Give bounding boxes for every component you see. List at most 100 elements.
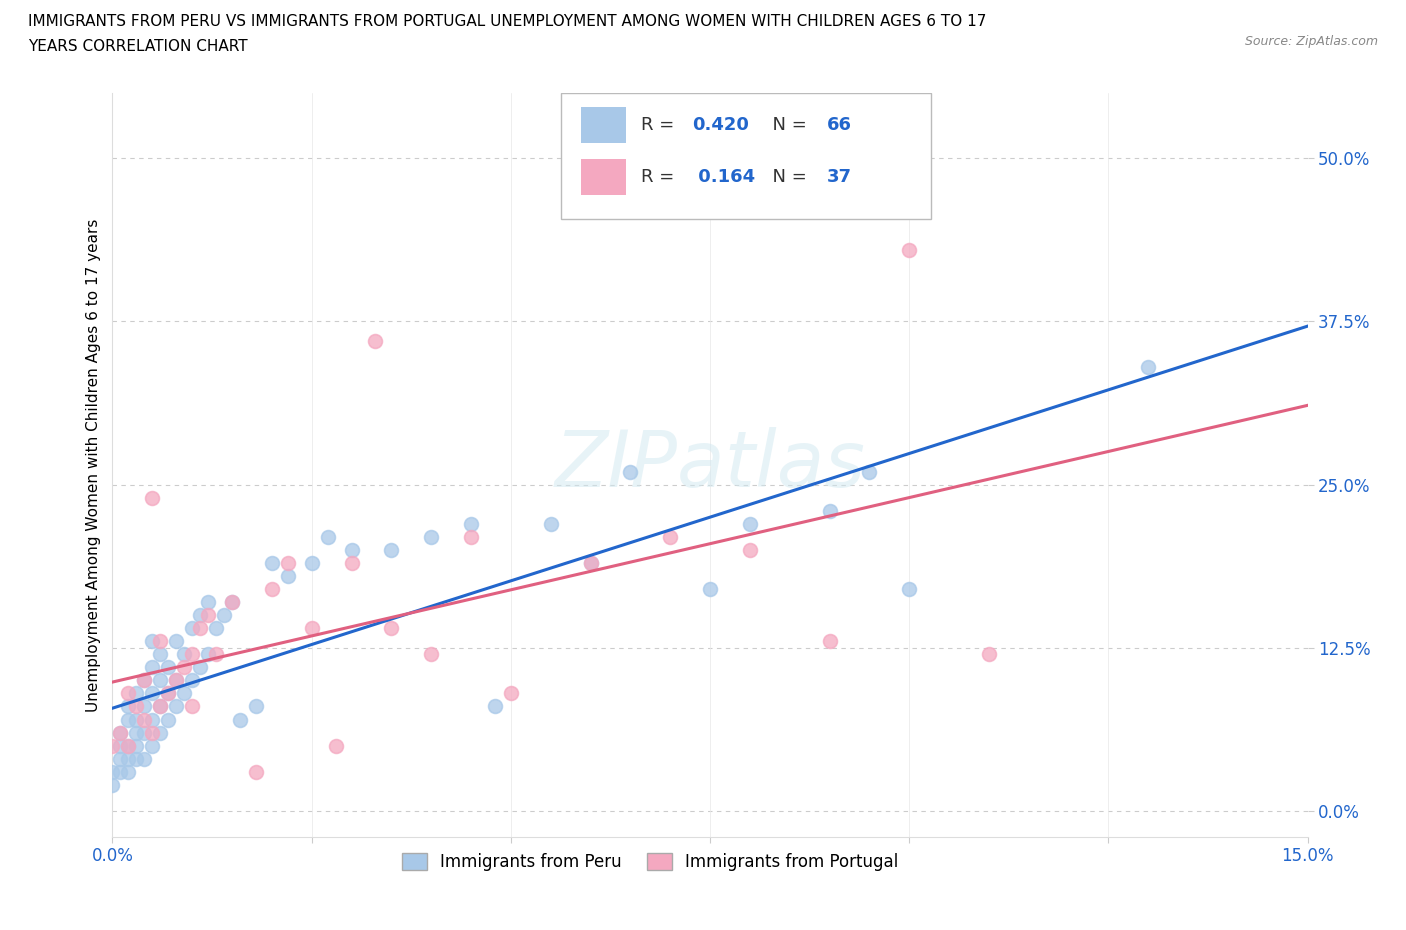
Point bbox=[197, 607, 219, 622]
Point bbox=[134, 673, 156, 688]
Point bbox=[340, 542, 363, 557]
Point bbox=[380, 542, 402, 557]
Point bbox=[977, 647, 1000, 662]
Text: N =: N = bbox=[762, 116, 813, 134]
Point bbox=[125, 725, 148, 740]
Point bbox=[221, 594, 243, 609]
Point bbox=[134, 725, 156, 740]
Point bbox=[858, 464, 880, 479]
Text: N =: N = bbox=[762, 168, 813, 186]
Point bbox=[125, 712, 148, 727]
Point bbox=[149, 673, 172, 688]
Point bbox=[117, 764, 139, 779]
Point bbox=[110, 725, 132, 740]
Point bbox=[540, 516, 562, 531]
Point bbox=[110, 751, 132, 766]
Point bbox=[898, 581, 921, 596]
Point bbox=[173, 647, 195, 662]
Text: 66: 66 bbox=[827, 116, 852, 134]
Point bbox=[117, 738, 139, 753]
Point bbox=[134, 699, 156, 714]
Bar bbox=[581, 159, 627, 195]
Text: 0.420: 0.420 bbox=[692, 116, 749, 134]
Point bbox=[181, 699, 204, 714]
Point bbox=[110, 725, 132, 740]
Point bbox=[316, 529, 339, 544]
Point bbox=[149, 699, 172, 714]
Point bbox=[818, 633, 841, 648]
Y-axis label: Unemployment Among Women with Children Ages 6 to 17 years: Unemployment Among Women with Children A… bbox=[86, 219, 101, 711]
Text: R =: R = bbox=[641, 168, 679, 186]
Point bbox=[420, 647, 443, 662]
Point bbox=[134, 712, 156, 727]
Point bbox=[141, 660, 163, 675]
Text: YEARS CORRELATION CHART: YEARS CORRELATION CHART bbox=[28, 39, 247, 54]
Point bbox=[101, 764, 124, 779]
Point bbox=[484, 699, 506, 714]
Point bbox=[1137, 360, 1160, 375]
Point bbox=[301, 555, 323, 570]
Point bbox=[898, 242, 921, 257]
Point bbox=[380, 620, 402, 635]
Point bbox=[134, 751, 156, 766]
Point bbox=[460, 529, 482, 544]
Text: R =: R = bbox=[641, 116, 679, 134]
Point bbox=[420, 529, 443, 544]
Point bbox=[181, 647, 204, 662]
Point bbox=[125, 686, 148, 701]
Point bbox=[197, 594, 219, 609]
Legend: Immigrants from Peru, Immigrants from Portugal: Immigrants from Peru, Immigrants from Po… bbox=[392, 843, 908, 881]
Point bbox=[165, 673, 187, 688]
Point bbox=[117, 686, 139, 701]
Point bbox=[141, 725, 163, 740]
Point bbox=[197, 647, 219, 662]
Point bbox=[181, 620, 204, 635]
Point bbox=[141, 490, 163, 505]
Text: IMMIGRANTS FROM PERU VS IMMIGRANTS FROM PORTUGAL UNEMPLOYMENT AMONG WOMEN WITH C: IMMIGRANTS FROM PERU VS IMMIGRANTS FROM … bbox=[28, 14, 987, 29]
Point bbox=[301, 620, 323, 635]
Bar bbox=[581, 107, 627, 143]
Text: 37: 37 bbox=[827, 168, 852, 186]
Point bbox=[173, 686, 195, 701]
Point bbox=[165, 673, 187, 688]
Point bbox=[245, 764, 267, 779]
Point bbox=[117, 751, 139, 766]
Point bbox=[277, 568, 299, 583]
Point bbox=[117, 699, 139, 714]
Point bbox=[205, 620, 228, 635]
Point bbox=[659, 529, 682, 544]
Point bbox=[149, 633, 172, 648]
Point bbox=[165, 633, 187, 648]
Point bbox=[205, 647, 228, 662]
Point bbox=[117, 738, 139, 753]
Point bbox=[149, 647, 172, 662]
Point bbox=[125, 751, 148, 766]
Point bbox=[149, 699, 172, 714]
Point bbox=[173, 660, 195, 675]
Point bbox=[699, 581, 721, 596]
Point bbox=[188, 660, 211, 675]
Point bbox=[110, 738, 132, 753]
Point bbox=[579, 555, 602, 570]
Point bbox=[260, 555, 283, 570]
Point bbox=[125, 699, 148, 714]
Point bbox=[134, 673, 156, 688]
Point bbox=[165, 699, 187, 714]
Point bbox=[260, 581, 283, 596]
Point bbox=[738, 542, 761, 557]
Point bbox=[340, 555, 363, 570]
Text: ZIPatlas: ZIPatlas bbox=[554, 427, 866, 503]
Point bbox=[460, 516, 482, 531]
Point bbox=[141, 738, 163, 753]
Point bbox=[181, 673, 204, 688]
Point bbox=[229, 712, 252, 727]
Point bbox=[141, 686, 163, 701]
Point bbox=[499, 686, 522, 701]
Point bbox=[110, 764, 132, 779]
Point bbox=[619, 464, 641, 479]
Point bbox=[101, 738, 124, 753]
Point bbox=[141, 633, 163, 648]
Point bbox=[212, 607, 235, 622]
Point bbox=[141, 712, 163, 727]
Point bbox=[738, 516, 761, 531]
